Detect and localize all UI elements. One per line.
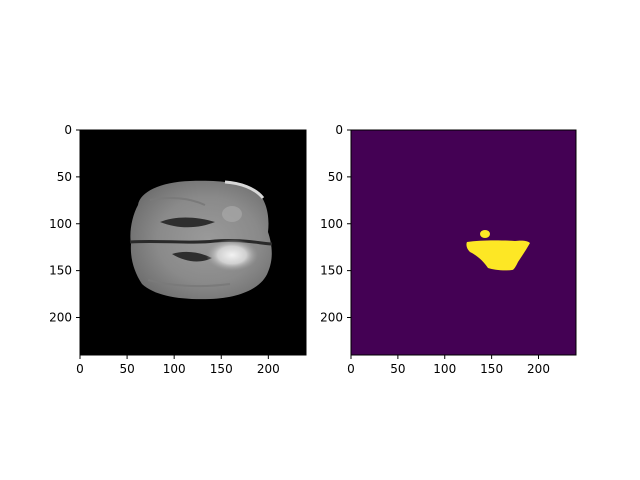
- tumor-mask-satellite: [480, 230, 490, 238]
- y-tick-label: 100: [320, 217, 343, 231]
- segmentation-panel: 0 50 100 150 200 0 50 100 150 200: [320, 123, 577, 376]
- segmentation-frame: [350, 129, 577, 356]
- x-tick-label: 50: [119, 362, 134, 376]
- x-tick-label: 0: [76, 362, 84, 376]
- y-tick-label: 200: [49, 311, 72, 325]
- y-tick-label: 50: [328, 170, 343, 184]
- x-tick-label: 200: [527, 362, 550, 376]
- sulcus-line: [147, 279, 231, 288]
- segmentation-mask: [466, 230, 530, 271]
- mri-brain-slice: [129, 180, 273, 300]
- brain-rim: [224, 180, 265, 199]
- sulcus-line: [149, 196, 206, 206]
- y-tick-label: 200: [320, 311, 343, 325]
- tumor-mask-region: [466, 240, 530, 271]
- y-tick-label: 50: [57, 170, 72, 184]
- y-tick-label: 0: [335, 123, 343, 137]
- y-tick-label: 150: [320, 264, 343, 278]
- y-tick-label: 100: [49, 217, 72, 231]
- x-tick-label: 0: [347, 362, 355, 376]
- segmentation-ticks: 0 50 100 150 200 0 50 100 150 200: [320, 123, 550, 376]
- segmentation-background: [351, 130, 576, 355]
- upper-ventricle: [160, 217, 215, 228]
- x-tick-label: 150: [210, 362, 233, 376]
- mri-image-panel: 0 50 100 150 200 0 50 100 150 200: [49, 123, 307, 376]
- mri-image-ticks: 0 50 100 150 200 0 50 100 150 200: [49, 123, 280, 376]
- lower-ventricle: [172, 251, 212, 262]
- x-tick-label: 50: [390, 362, 405, 376]
- x-tick-label: 200: [257, 362, 280, 376]
- x-tick-label: 150: [480, 362, 503, 376]
- midline-fissure: [129, 238, 273, 246]
- hyperintense-lesion: [206, 239, 258, 271]
- mri-image-frame: [79, 129, 307, 356]
- upper-hyperintensity: [222, 206, 242, 222]
- x-tick-label: 100: [433, 362, 456, 376]
- y-tick-label: 150: [49, 264, 72, 278]
- y-tick-label: 0: [64, 123, 72, 137]
- x-tick-label: 100: [163, 362, 186, 376]
